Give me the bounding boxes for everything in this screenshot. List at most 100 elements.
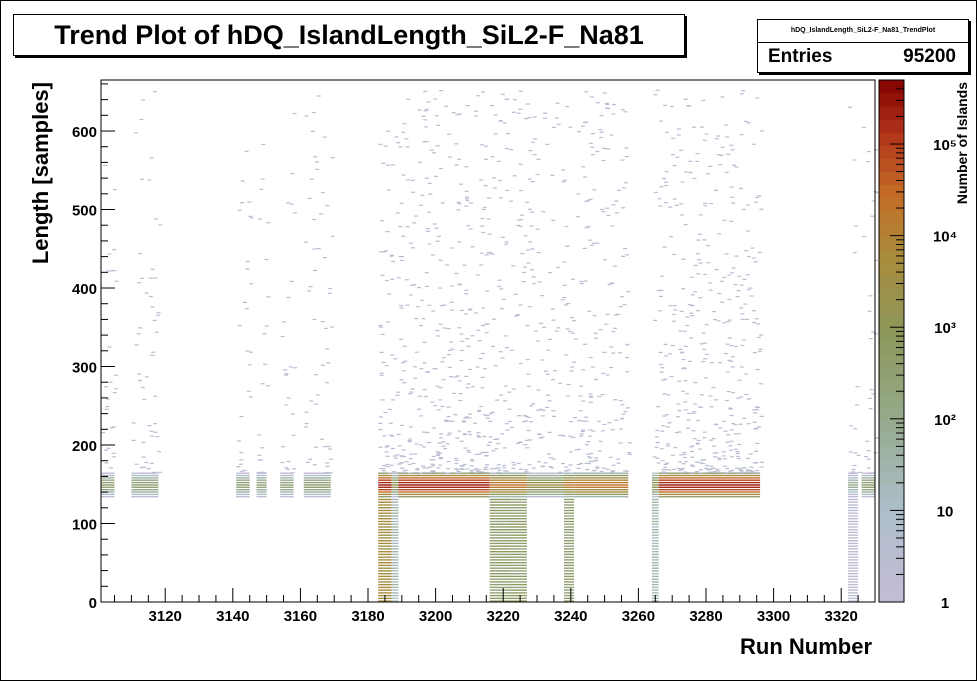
heatmap-cell (681, 390, 685, 392)
heatmap-cell (651, 523, 659, 525)
heatmap-cell (721, 451, 726, 453)
heatmap-cell (422, 362, 427, 364)
heatmap-cell (683, 409, 688, 411)
heatmap-cell (418, 161, 423, 163)
heatmap-cell (574, 489, 629, 491)
heatmap-cell (526, 493, 565, 496)
heatmap-cell (551, 410, 556, 412)
heatmap-cell (446, 468, 450, 470)
color-scale-step (879, 210, 904, 225)
heatmap-cell (671, 253, 676, 256)
heatmap-cell (288, 366, 293, 368)
heatmap-cell (142, 466, 146, 468)
color-scale-step (879, 158, 904, 172)
heatmap-cell (492, 187, 497, 189)
heatmap-cell (720, 96, 725, 98)
heatmap-cell (489, 564, 510, 567)
heatmap-cell (620, 296, 625, 298)
heatmap-cell (695, 160, 700, 162)
heatmap-cell (382, 465, 387, 467)
heatmap-cell (131, 486, 159, 488)
heatmap-cell (260, 383, 265, 385)
heatmap-cell (326, 445, 331, 448)
heatmap-cell (704, 324, 709, 326)
heatmap-cell (422, 141, 427, 143)
heatmap-cell (489, 581, 510, 583)
heatmap-cell (384, 280, 389, 282)
heatmap-cell (651, 537, 659, 539)
heatmap-cell (721, 420, 726, 422)
heatmap-cell (489, 545, 510, 547)
heatmap-cell (588, 401, 593, 403)
heatmap-cell (323, 327, 328, 329)
heatmap-cell (583, 343, 588, 345)
heatmap-cell (449, 285, 454, 287)
heatmap-cell (722, 219, 727, 221)
heatmap-cell (853, 452, 858, 454)
heatmap-cell (848, 575, 859, 578)
heatmap-cell (848, 504, 859, 506)
heatmap-cell (438, 457, 443, 459)
heatmap-cell (564, 562, 575, 564)
heatmap-cell (436, 454, 441, 457)
heatmap-cell (874, 192, 879, 194)
heatmap-cell (497, 469, 502, 471)
heatmap-cell (669, 376, 674, 378)
heatmap-cell (420, 299, 425, 301)
heatmap-cell (713, 456, 718, 458)
heatmap-cell (378, 518, 392, 520)
heatmap-cell (480, 217, 485, 220)
heatmap-cell (489, 493, 510, 496)
heatmap-cell (330, 326, 335, 328)
heatmap-cell (292, 112, 297, 115)
heatmap-cell (571, 436, 576, 439)
heatmap-cell (530, 141, 535, 143)
heatmap-cell (852, 252, 857, 254)
heatmap-cell (399, 338, 404, 340)
heatmap-cell (554, 117, 559, 119)
heatmap-cell (477, 469, 482, 471)
heatmap-cell (529, 405, 534, 407)
heatmap-cell (703, 273, 708, 275)
heatmap-cell (564, 559, 575, 561)
heatmap-cell (861, 484, 875, 486)
heatmap-cell (510, 523, 527, 525)
heatmap-cell (690, 305, 695, 307)
heatmap-cell (663, 202, 668, 204)
heatmap-cell (683, 380, 688, 382)
heatmap-cell (693, 382, 698, 384)
heatmap-cell (131, 422, 136, 424)
heatmap-cell (510, 512, 527, 514)
heatmap-cell (378, 589, 392, 591)
heatmap-cell (439, 90, 444, 92)
heatmap-cell (516, 462, 521, 464)
heatmap-cell (446, 416, 451, 418)
heatmap-cell (493, 472, 498, 474)
x-tick-label: 3260 (622, 608, 655, 625)
heatmap-cell (460, 349, 465, 352)
heatmap-cell (529, 269, 534, 271)
heatmap-cell (660, 430, 665, 432)
heatmap-cell (531, 276, 536, 278)
heatmap-cell (754, 427, 759, 429)
heatmap-cell (871, 200, 876, 202)
heatmap-cell (101, 484, 115, 486)
heatmap-cell (484, 455, 489, 457)
heatmap-cell (652, 456, 657, 458)
heatmap-cell (108, 381, 113, 383)
heatmap-cell (101, 489, 115, 491)
heatmap-cell (384, 446, 389, 448)
heatmap-cell (621, 255, 626, 257)
heatmap-cell (728, 470, 733, 472)
heatmap-cell (469, 459, 474, 461)
heatmap-cell (564, 583, 575, 586)
heatmap-cell (622, 187, 627, 189)
heatmap-cell (564, 586, 575, 589)
heatmap-cell (501, 298, 506, 300)
heatmap-cell (754, 470, 759, 472)
heatmap-cell (390, 435, 395, 437)
heatmap-cell (580, 430, 585, 432)
heatmap-cell (405, 304, 410, 306)
heatmap-cell (391, 504, 399, 506)
heatmap-cell (722, 276, 727, 278)
